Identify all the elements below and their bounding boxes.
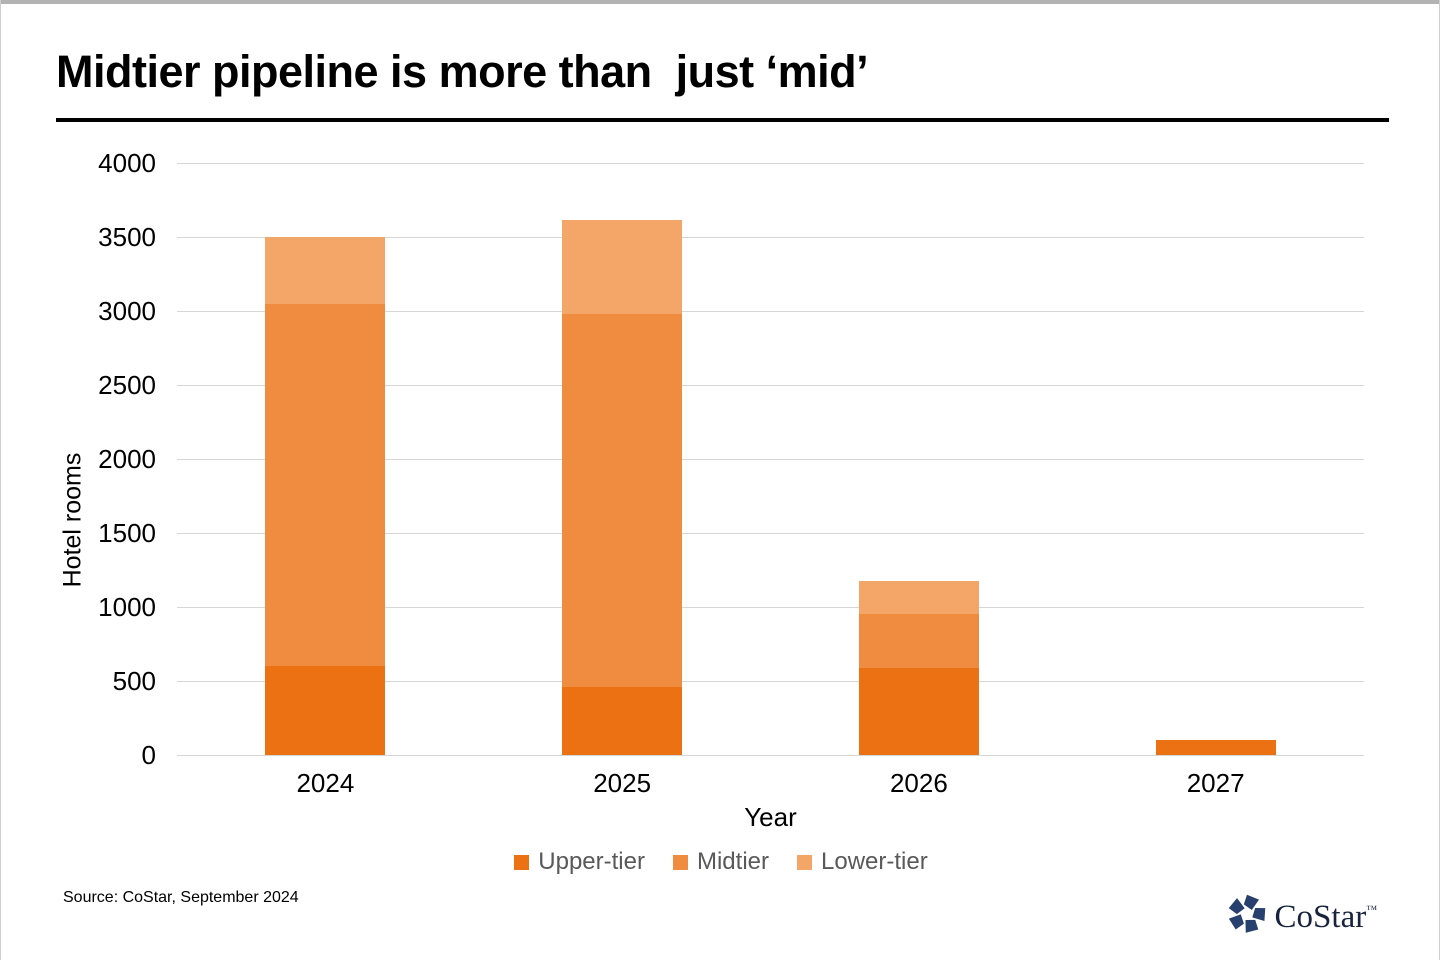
y-tick-label: 3500	[98, 222, 156, 252]
costar-wordmark: CoStar™	[1274, 899, 1377, 935]
y-tick-label: 1000	[98, 592, 156, 622]
y-axis-title: Hotel rooms	[58, 452, 87, 588]
source-note: Source: CoStar, September 2024	[63, 889, 299, 906]
gridline	[177, 311, 1364, 312]
legend-item-lower-tier: Lower-tier	[797, 848, 928, 876]
x-axis-title: Year	[744, 802, 797, 832]
bar-2025-midtier	[562, 313, 683, 687]
x-tick-label: 2027	[1186, 768, 1245, 798]
legend-item-upper-tier: Upper-tier	[514, 848, 645, 876]
window-top-edge	[1, 0, 1439, 4]
y-tick-label: 3000	[98, 296, 156, 326]
bar-2026-midtier	[858, 613, 979, 668]
bar-2026-upper-tier	[858, 667, 979, 755]
gridline	[177, 533, 1364, 534]
x-tick-label: 2024	[296, 768, 355, 798]
x-tick-label: 2026	[889, 768, 948, 798]
y-tick-label: 4000	[98, 148, 156, 178]
gridline	[177, 755, 1364, 756]
bar-2025-lower-tier	[562, 219, 683, 314]
y-tick-label: 2500	[98, 370, 156, 400]
bar-2024-lower-tier	[265, 237, 386, 304]
legend-label: Midtier	[696, 848, 769, 875]
chart-legend: Upper-tier Midtier Lower-tier	[61, 848, 1381, 876]
legend-label: Lower-tier	[821, 848, 928, 875]
trademark-symbol: ™	[1366, 904, 1377, 916]
gridline	[177, 163, 1364, 164]
legend-swatch	[672, 854, 688, 870]
legend-item-midtier: Midtier	[672, 848, 769, 876]
bar-2024-midtier	[265, 303, 386, 667]
legend-swatch	[514, 854, 530, 870]
y-tick-label: 1500	[98, 518, 156, 548]
costar-logo: CoStar™	[1227, 890, 1377, 937]
legend-label: Upper-tier	[538, 848, 645, 875]
costar-pinwheel-icon	[1228, 894, 1265, 933]
page-title: Midtier pipeline is more than just ‘mid’	[56, 46, 869, 97]
bar-2027-upper-tier	[1155, 740, 1276, 755]
y-tick-label: 0	[141, 740, 156, 770]
gridline	[177, 607, 1364, 608]
gridline	[177, 237, 1364, 238]
y-tick-label: 2000	[98, 444, 156, 474]
gridline	[177, 459, 1364, 460]
gridline	[177, 385, 1364, 386]
bar-2024-upper-tier	[265, 666, 386, 755]
x-tick-label: 2025	[593, 768, 652, 798]
bar-2026-lower-tier	[858, 581, 979, 614]
legend-swatch	[797, 854, 812, 870]
title-underline	[56, 118, 1389, 122]
y-tick-label: 500	[112, 666, 156, 696]
bar-2025-upper-tier	[562, 686, 683, 755]
gridline	[177, 681, 1364, 682]
